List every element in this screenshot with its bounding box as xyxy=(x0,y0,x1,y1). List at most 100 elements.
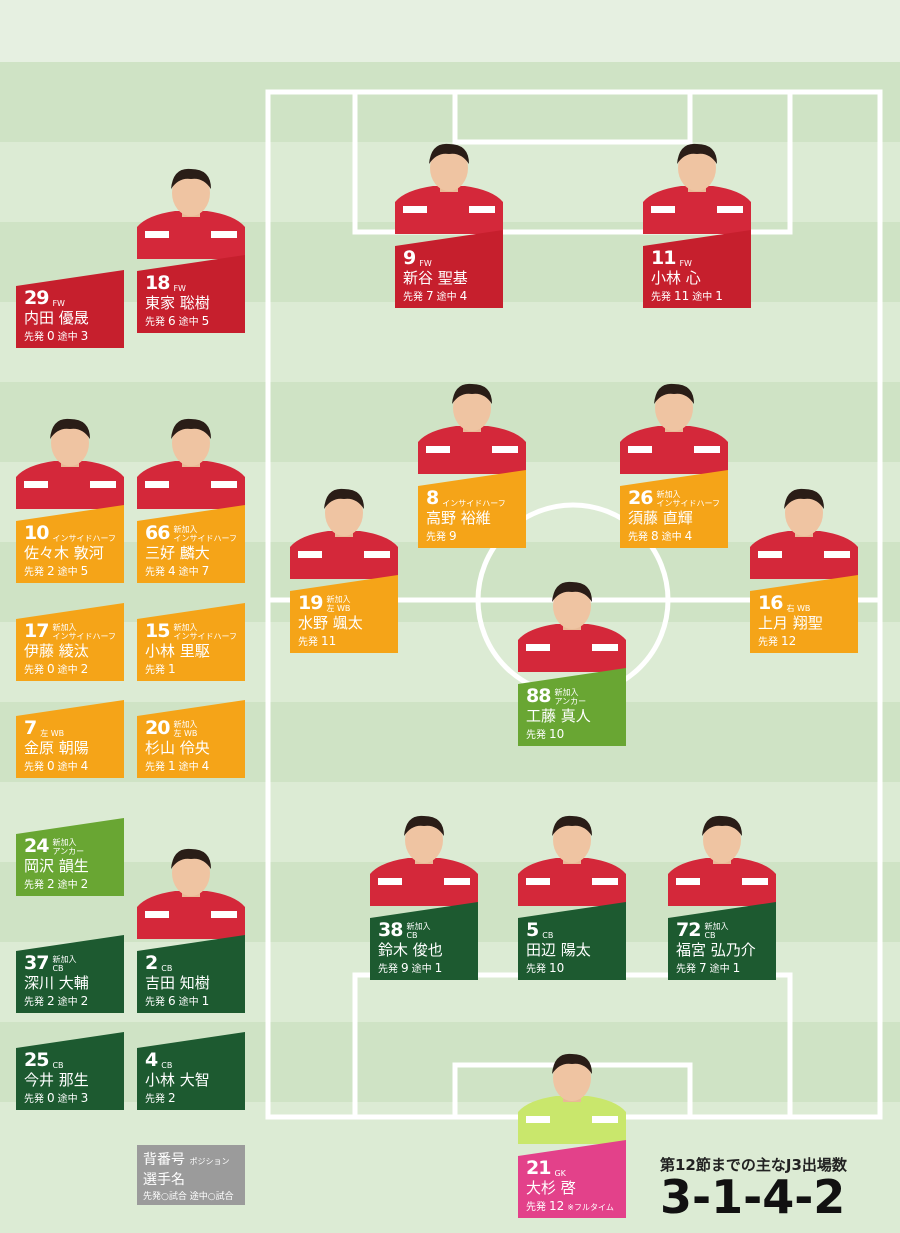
player-name: 田辺 陽太 xyxy=(526,941,591,959)
player-card: 21 GK 大杉 啓先発 12 ※フルタイム xyxy=(518,1140,626,1218)
player-number: 4 xyxy=(145,1049,158,1071)
starts-value: 0 xyxy=(47,329,55,343)
new-label: 新加入 xyxy=(52,623,77,632)
new-label: 新加入 xyxy=(173,525,198,534)
player-position: CB xyxy=(406,931,418,940)
player-position: GK xyxy=(554,1169,566,1178)
subs-label: 途中 xyxy=(436,292,457,303)
starts-label: 先発 xyxy=(145,665,165,676)
player-stats: 先発 8 途中 4 xyxy=(628,528,728,546)
player-photo xyxy=(370,815,478,906)
subs-label: 途中 xyxy=(178,997,199,1008)
player-name: 吉田 知樹 xyxy=(145,974,210,992)
player-name: 佐々木 敦河 xyxy=(24,544,104,562)
subs-value: 3 xyxy=(80,329,89,343)
player-position: CB xyxy=(704,931,716,940)
legend-card: 背番号 ポジション 選手名 先発○試合 途中○試合 xyxy=(137,1145,245,1205)
player-number: 25 xyxy=(24,1049,49,1071)
player-position: 左 WB xyxy=(173,729,198,738)
player-stats: 先発 1 xyxy=(145,661,245,679)
starts-value: 1 xyxy=(168,662,176,676)
starts-label: 先発 xyxy=(426,532,446,543)
player-name: 今井 那生 xyxy=(24,1071,89,1089)
subs-value: 1 xyxy=(715,289,723,303)
position-tag: インサイドハーフ xyxy=(52,534,116,543)
card-header: 17 新加入 インサイドハーフ xyxy=(24,621,124,642)
subs-value: 2 xyxy=(80,877,89,891)
subs-label: 途中 xyxy=(57,1094,78,1105)
player-stats: 先発 11 途中 1 xyxy=(651,288,751,306)
new-label: 新加入 xyxy=(173,720,198,729)
player-position: FW xyxy=(419,259,432,268)
starts-value: 2 xyxy=(47,564,55,578)
starts-value: 2 xyxy=(47,994,55,1008)
new-label: 新加入 xyxy=(52,838,77,847)
card-header: 20 新加入左 WB xyxy=(145,718,245,739)
card-header: 88 新加入 アンカー xyxy=(526,686,626,707)
player-stats: 先発 2 xyxy=(145,1090,245,1108)
player-position: アンカー xyxy=(52,847,85,856)
player-name: 大杉 啓 xyxy=(526,1179,576,1197)
player-number: 37 xyxy=(24,952,49,974)
starts-label: 先発 xyxy=(526,730,546,741)
player-photo xyxy=(750,488,858,579)
player-photo xyxy=(137,418,245,509)
card-header: 16 右 WB xyxy=(758,592,858,614)
subs-label: 途中 xyxy=(57,997,78,1008)
starts-label: 先発 xyxy=(24,880,44,891)
card-header: 19 新加入左 WB xyxy=(298,593,398,614)
starts-value: 10 xyxy=(549,727,565,741)
player-stats: 先発 7 途中 4 xyxy=(403,288,503,306)
position-tag: GK xyxy=(554,1169,565,1178)
starts-value: 6 xyxy=(168,314,176,328)
player-number: 26 xyxy=(628,487,653,509)
position-tag: FW xyxy=(679,259,692,268)
position-tag: 新加入 アンカー xyxy=(52,838,84,856)
position-tag: 新加入左 WB xyxy=(326,595,350,613)
position-tag: 新加入 CB xyxy=(52,955,76,973)
player-name: 東家 聡樹 xyxy=(145,294,210,312)
player-card: 10 インサイドハーフ 佐々木 敦河 先発 2 途中 5 xyxy=(16,505,124,583)
starts-label: 先発 xyxy=(676,964,696,975)
starts-label: 先発 xyxy=(526,1202,546,1213)
player-name: 新谷 聖基 xyxy=(403,269,468,287)
starts-label: 先発 xyxy=(145,567,165,578)
player-stats: 先発 1 途中 4 xyxy=(145,758,245,776)
starts-label: 先発 xyxy=(378,964,398,975)
card-header: 4 CB xyxy=(145,1049,245,1071)
player-photo xyxy=(290,488,398,579)
player-stats: 先発 0 途中 2 xyxy=(24,661,124,679)
legend-stats: 先発○試合 途中○試合 xyxy=(143,1192,234,1202)
player-photo xyxy=(643,143,751,234)
subs-value: 4 xyxy=(459,289,468,303)
player-number: 10 xyxy=(24,522,49,544)
player-position: FW xyxy=(173,284,186,293)
position-tag: CB xyxy=(161,964,172,973)
subs-label: 途中 xyxy=(57,762,78,773)
player-stats: 先発 0 途中 3 xyxy=(24,328,124,346)
player-name: 内田 優晟 xyxy=(24,309,89,327)
player-position: CB xyxy=(542,931,554,940)
player-position: アンカー xyxy=(554,697,587,706)
subs-value: 4 xyxy=(80,759,89,773)
player-stats: 先発 12 ※フルタイム xyxy=(526,1198,626,1216)
player-stats: 先発 10 xyxy=(526,726,626,744)
starts-value: 9 xyxy=(401,961,409,975)
subs-label: 途中 xyxy=(692,292,713,303)
player-number: 16 xyxy=(758,592,783,614)
player-stats: 先発 10 xyxy=(526,960,626,978)
subs-label: 途中 xyxy=(57,665,78,676)
subs-value: 2 xyxy=(80,994,89,1008)
player-name: 深川 大輔 xyxy=(24,974,89,992)
position-tag: 新加入 CB xyxy=(406,922,430,940)
starts-label: 先発 xyxy=(628,532,648,543)
starts-value: 12 xyxy=(781,634,797,648)
starts-label: 先発 xyxy=(24,1094,44,1105)
subs-value: 1 xyxy=(434,961,443,975)
player-photo xyxy=(395,143,503,234)
player-position: インサイドハーフ xyxy=(442,499,506,508)
card-header: 26 新加入 インサイドハーフ xyxy=(628,487,728,509)
player-card: 4 CB 小林 大智 先発 2 xyxy=(137,1032,245,1110)
new-label: 新加入 xyxy=(326,595,351,604)
starts-value: 10 xyxy=(549,961,565,975)
